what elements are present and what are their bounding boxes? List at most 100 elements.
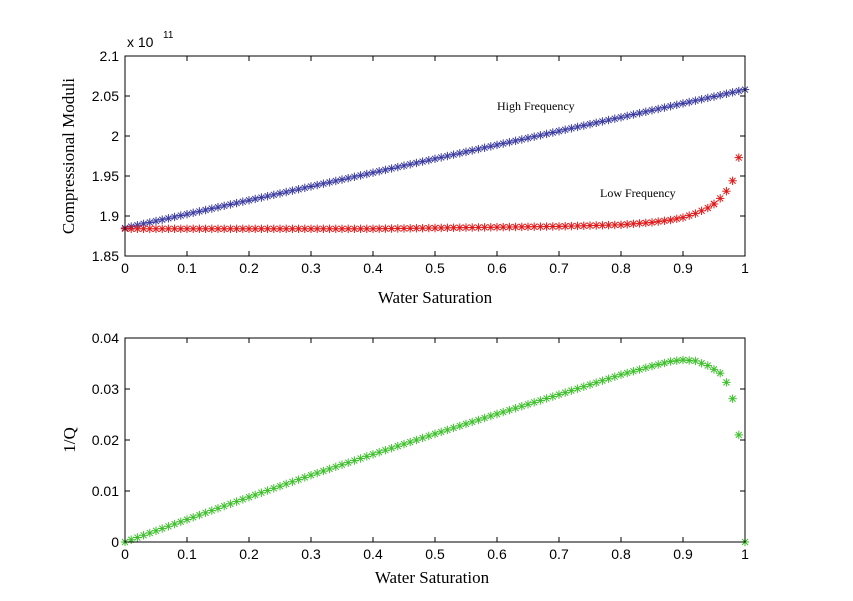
low-frequency-marker: [660, 216, 669, 225]
series-0-marker: [722, 378, 731, 387]
x-tick-label: 0.3: [301, 260, 321, 276]
series-0-marker: [616, 370, 626, 379]
low-frequency-marker: [635, 219, 644, 228]
series-0-marker: [133, 533, 142, 542]
high-frequency-marker: [399, 161, 409, 170]
y-tick-label: 1.9: [100, 208, 120, 224]
low-frequency-marker: [505, 222, 514, 232]
x-tick-label: 0.7: [549, 546, 569, 562]
high-frequency-marker: [337, 175, 347, 184]
series-0-marker: [554, 390, 564, 399]
high-frequency-marker: [449, 150, 458, 159]
series-0-marker: [375, 448, 384, 457]
high-frequency-marker: [703, 93, 712, 103]
series-0-marker: [145, 528, 154, 538]
series-0-marker: [523, 400, 533, 409]
high-frequency-marker: [244, 196, 254, 205]
high-frequency-marker: [592, 118, 601, 128]
x-tick-label: 0.8: [611, 546, 631, 562]
low-frequency-marker: [189, 224, 198, 233]
low-frequency-marker: [678, 213, 688, 222]
high-frequency-marker: [418, 157, 427, 166]
high-frequency-marker: [492, 140, 502, 150]
series-0-marker: [170, 519, 179, 529]
series-0-marker: [189, 513, 198, 522]
series-0-marker: [331, 462, 340, 472]
moduli-y-axis-label: Compressional Moduli: [59, 78, 78, 235]
high-frequency-marker: [387, 164, 396, 173]
high-frequency-marker: [499, 139, 508, 148]
low-frequency-marker: [666, 215, 675, 225]
high-frequency-marker: [585, 120, 595, 129]
high-frequency-marker: [189, 208, 198, 217]
high-frequency-marker: [517, 135, 526, 144]
high-frequency-marker: [709, 92, 719, 101]
high-frequency-marker: [579, 121, 588, 130]
series-0-marker: [164, 522, 173, 531]
low-frequency-marker: [722, 187, 731, 196]
high-frequency-marker: [672, 100, 681, 110]
high-frequency-marker: [170, 212, 179, 222]
high-frequency-marker: [443, 151, 452, 161]
low-frequency-marker: [697, 206, 706, 215]
high-frequency-marker: [356, 171, 365, 180]
series-0-marker: [412, 435, 421, 445]
high-frequency-marker: [288, 186, 297, 195]
series-0-marker: [734, 430, 743, 440]
low-frequency-marker: [492, 223, 502, 232]
x-tick-label: 0.9: [673, 546, 693, 562]
low-frequency-marker: [145, 224, 154, 233]
x-tick-label: 0.9: [673, 260, 693, 276]
high-frequency-marker: [660, 103, 669, 112]
series-0-marker: [511, 403, 520, 413]
series-0-marker: [300, 473, 309, 482]
series-0-marker: [195, 510, 204, 520]
high-frequency-marker: [306, 182, 316, 191]
low-frequency-marker: [176, 224, 185, 233]
high-frequency-marker: [567, 124, 576, 133]
series-0-marker: [232, 497, 241, 506]
moduli-panel: 0 0.1 0.2 0.3 0.4 0.5 0.6 0.7 0.8 0.9 1 1.85 1.9 1.95…: [59, 30, 750, 307]
series-0-marker: [362, 452, 371, 461]
series-0-marker: [561, 388, 570, 397]
attenuation-x-axis-label: Water Saturation: [375, 568, 490, 587]
series-0-marker: [455, 421, 464, 431]
high-frequency-marker: [368, 168, 378, 177]
high-frequency-marker: [623, 111, 632, 121]
high-frequency-marker: [344, 173, 353, 183]
series-0-marker: [319, 466, 328, 476]
y-tick-label: 0.02: [92, 432, 119, 448]
series-0-marker: [127, 535, 136, 544]
series-0-marker: [716, 368, 725, 378]
high-frequency-marker: [164, 214, 173, 223]
series-0-marker: [641, 363, 650, 372]
high-frequency-marker: [654, 104, 663, 114]
low-frequency-marker: [344, 224, 353, 233]
high-frequency-marker: [666, 102, 675, 111]
series-0-marker: [672, 356, 681, 365]
low-frequency-marker: [691, 209, 700, 218]
high-frequency-marker: [629, 110, 638, 119]
low-frequency-marker: [356, 224, 365, 233]
x-tick-label: 0.3: [301, 546, 321, 562]
series-0-marker: [542, 394, 551, 403]
high-frequency-marker: [430, 154, 440, 163]
y-tick-label: 0: [111, 534, 119, 550]
high-frequency-marker: [251, 194, 260, 204]
series-0-marker: [275, 481, 285, 491]
high-frequency-marker: [182, 209, 192, 219]
series-0-marker: [288, 477, 297, 486]
low-frequency-marker: [561, 222, 570, 231]
x-tick-label: 0.6: [487, 260, 507, 276]
x-tick-label: 0: [121, 260, 129, 276]
moduli-ticks: 0 0.1 0.2 0.3 0.4 0.5 0.6 0.7 0.8 0.9 1 1.85 1.9 1.95…: [92, 48, 749, 276]
low-frequency-marker: [672, 214, 681, 223]
series-0-marker: [598, 376, 607, 385]
y-tick-label: 1.95: [92, 168, 119, 184]
low-frequency-marker: [654, 217, 663, 226]
high-frequency-marker: [263, 191, 272, 201]
x-tick-label: 1: [741, 260, 749, 276]
series-0-marker: [449, 423, 458, 433]
x-tick-label: 0.5: [425, 260, 445, 276]
